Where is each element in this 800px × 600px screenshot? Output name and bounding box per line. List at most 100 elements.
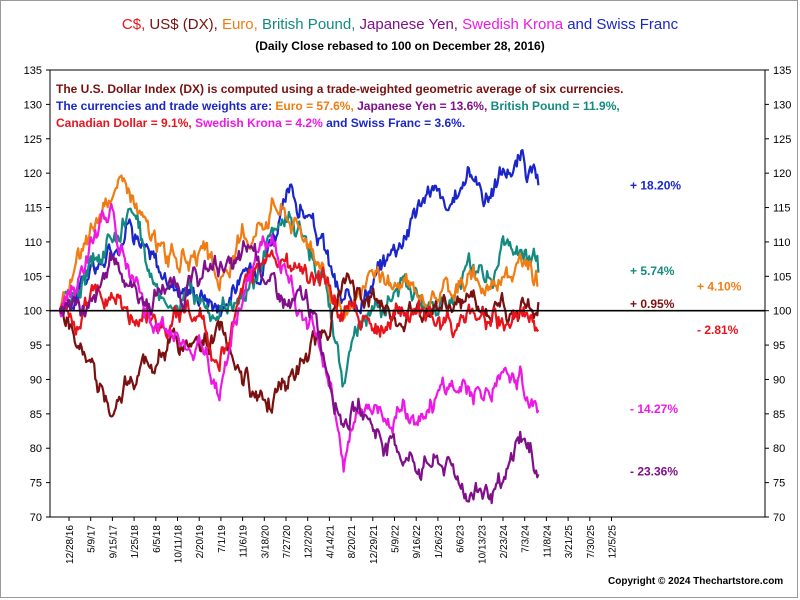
- plot-area: [49, 69, 766, 518]
- annotation-line: The U.S. Dollar Index (DX) is computed u…: [56, 82, 623, 96]
- series-line: [59, 174, 539, 320]
- y-tick-label-left: 75: [30, 478, 42, 490]
- title-part: Swiss Franc: [596, 16, 679, 33]
- x-tick-label: 12/29/21: [369, 525, 380, 564]
- series-end-label: + 5.74%: [630, 264, 675, 278]
- y-tick-label-left: 70: [30, 512, 42, 524]
- series-layer: [58, 149, 540, 505]
- title-part: British Pound: [261, 16, 352, 33]
- series-line: [58, 202, 540, 473]
- annotation-part: Japanese Yen = 13.6%,: [357, 99, 491, 113]
- copyright-text: Copyright © 2024 Thechartstore.com: [608, 576, 784, 587]
- y-tick-label-left: 85: [30, 409, 42, 421]
- chart-title: C$, US$ (DX), Euro, British Pound, Japan…: [0, 16, 800, 33]
- y-tick-label-left: 135: [24, 65, 42, 77]
- title-part: and: [563, 16, 597, 33]
- y-tick-label-right: 95: [773, 340, 785, 352]
- x-tick-label: 10/11/18: [174, 525, 185, 564]
- x-tick-label: 12/2/20: [304, 525, 315, 559]
- x-tick-label: 5/9/17: [87, 525, 98, 553]
- title-part: Japanese Yen: [359, 16, 454, 33]
- x-tick-label: 6/5/18: [152, 525, 163, 553]
- y-tick-label-left: 100: [24, 306, 42, 318]
- annotation-part: British Pound = 11.9%,: [491, 99, 620, 113]
- y-tick-label-right: 110: [773, 237, 791, 249]
- y-tick-label-left: 130: [24, 99, 42, 111]
- x-tick-label: 11/8/24: [542, 525, 553, 558]
- annotation-part: and Swiss Franc = 3.6%.: [326, 116, 465, 130]
- y-tick-label-right: 70: [773, 512, 785, 524]
- series-line: [58, 272, 540, 418]
- x-tick-label: 1/25/18: [130, 525, 141, 559]
- series-line: [59, 249, 540, 372]
- x-tick-label: 10/13/23: [477, 525, 488, 564]
- x-tick-label: 7/3/24: [521, 525, 532, 553]
- y-tick-label-right: 115: [773, 203, 791, 215]
- series-end-label: - 2.81%: [697, 323, 739, 337]
- x-tick-label: 2/23/24: [499, 525, 510, 559]
- x-tick-label: 7/1/19: [217, 525, 228, 553]
- x-tick-label: 4/14/21: [325, 525, 336, 559]
- y-tick-label-left: 95: [30, 340, 42, 352]
- end-labels: + 18.20% + 5.74% + 4.10% + 0.95% - 2.81% - 14…: [630, 179, 742, 479]
- x-tick-label: 9/15/17: [108, 525, 119, 559]
- x-tick-label: 9/16/22: [412, 525, 423, 559]
- title-part: US$ (DX): [149, 16, 214, 33]
- x-tick-label: 3/21/25: [564, 525, 575, 559]
- series-end-label: + 18.20%: [630, 179, 681, 193]
- title-part: ,: [453, 16, 463, 33]
- title-part: ,: [213, 16, 222, 33]
- annotation-line: Canadian Dollar = 9.1%, Swedish Krona = …: [56, 116, 465, 130]
- y-tick-label-left: 105: [24, 271, 42, 283]
- x-tick-label: 7/30/25: [586, 525, 597, 559]
- axes: 70 70 75 75 80 80 85 85 90 90 95 95 100 100 105 105 110 1…: [24, 65, 792, 564]
- title-part: Swedish Krona: [462, 16, 564, 33]
- x-tick-label: 12/28/16: [65, 525, 76, 564]
- y-tick-label-right: 130: [773, 99, 791, 111]
- y-tick-label-right: 135: [773, 65, 791, 77]
- y-tick-label-right: 125: [773, 134, 791, 146]
- y-tick-label-right: 80: [773, 443, 785, 455]
- y-tick-label-left: 110: [24, 237, 42, 249]
- y-tick-label-left: 80: [30, 443, 42, 455]
- y-tick-label-left: 115: [24, 203, 42, 215]
- x-tick-label: 11/6/19: [239, 525, 250, 558]
- y-tick-label-left: 90: [30, 374, 42, 386]
- title-part: ,: [253, 16, 262, 33]
- annotation-part: Euro = 57.6%,: [275, 99, 357, 113]
- x-tick-label: 7/27/20: [282, 525, 293, 559]
- y-tick-label-left: 120: [24, 168, 42, 180]
- annotation-part: The U.S. Dollar Index (DX) is computed u…: [56, 82, 623, 96]
- title-part: C$: [121, 16, 142, 33]
- y-tick-label-right: 75: [773, 478, 785, 490]
- annotation-part: Swedish Krona = 4.2%: [195, 116, 326, 130]
- annotation-text: The U.S. Dollar Index (DX) is computed u…: [56, 82, 623, 130]
- x-tick-label: 1/26/23: [434, 525, 445, 559]
- x-tick-label: 6/6/23: [456, 525, 467, 553]
- y-tick-label-right: 100: [773, 306, 791, 318]
- y-tick-label-right: 85: [773, 409, 785, 421]
- x-tick-label: 3/18/20: [260, 525, 271, 559]
- chart-subtitle: (Daily Close rebased to 100 on December …: [255, 39, 545, 53]
- title-part: Euro: [221, 16, 254, 33]
- annotation-part: Canadian Dollar = 9.1%,: [56, 116, 195, 130]
- y-tick-label-right: 90: [773, 374, 785, 386]
- x-tick-label: 8/20/21: [347, 525, 358, 559]
- y-tick-label-right: 120: [773, 168, 791, 180]
- series-end-label: - 14.27%: [630, 402, 678, 416]
- title-part: ,: [351, 16, 360, 33]
- annotation-part: The currencies and trade weights are:: [56, 99, 275, 113]
- series-end-label: - 23.36%: [630, 464, 678, 478]
- title-part: ,: [141, 16, 150, 33]
- series-line: [58, 240, 540, 505]
- y-tick-label-left: 125: [24, 134, 42, 146]
- series-line: [58, 149, 540, 318]
- annotation-line: The currencies and trade weights are: Eu…: [56, 99, 620, 113]
- x-tick-label: 5/9/22: [391, 525, 402, 553]
- x-tick-label: 2/20/19: [195, 525, 206, 559]
- series-end-label: + 4.10%: [697, 280, 742, 294]
- x-tick-label: 12/5/25: [608, 525, 619, 559]
- y-tick-label-right: 105: [773, 271, 791, 283]
